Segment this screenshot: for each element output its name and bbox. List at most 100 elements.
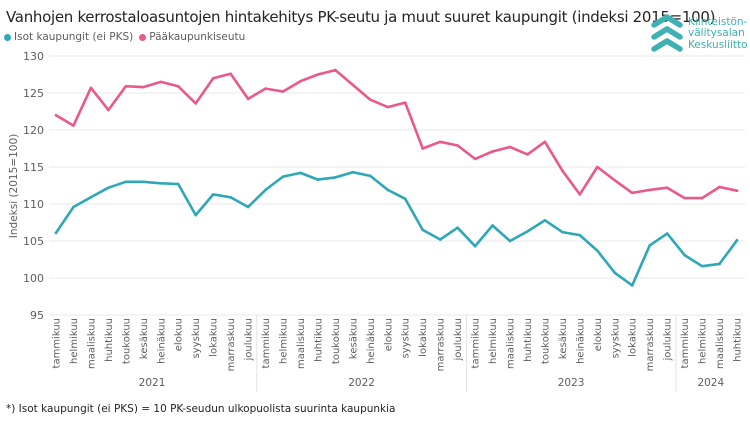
data-point [89,86,93,90]
data-point [578,193,582,196]
data-point [561,230,564,234]
data-point [456,144,459,147]
x-tick-label: helmikuu [279,318,290,364]
data-point [229,196,232,199]
data-point [89,196,93,199]
data-point [718,262,721,266]
data-point [194,102,197,105]
y-tick-label: 130 [23,50,44,63]
x-tick-label: huhtikuu [523,318,534,362]
legend: Isot kaupungit (ei PKS) Pääkaupunkiseutu [4,31,245,43]
data-point [561,169,564,172]
data-point [473,244,477,248]
x-tick-label: joulukuu [453,318,464,362]
x-tick-label: maaliskuu [506,318,517,369]
data-point [72,205,75,209]
data-point [316,178,320,181]
data-point [700,264,704,268]
x-year-label: 2022 [348,377,375,389]
logo-line: välitysalan [688,27,745,40]
legend-marker-icon [4,33,11,41]
data-point [107,108,110,112]
data-point [299,79,302,83]
x-year-label: 2024 [697,377,724,389]
x-tick-label: maaliskuu [296,318,307,369]
x-tick-label: heinäkuu [366,318,377,364]
x-tick-label: huhtikuu [104,318,115,362]
x-tick-label: tammikuu [471,318,482,368]
x-tick-label: toukokuu [121,318,132,364]
data-point [211,76,215,80]
data-point [526,153,529,156]
data-point [176,182,180,186]
x-tick-label: lokakuu [628,318,639,357]
x-tick-label: maaliskuu [715,318,726,369]
series-line-paakaupunkiseutu [54,68,739,200]
data-point [124,85,128,88]
legend-item-isot-kaupungit[interactable]: Isot kaupungit (ei PKS) [4,31,133,43]
x-tick-label: syyskuu [401,318,412,358]
x-tick-label: elokuu [174,318,185,351]
y-tick-label: 100 [23,272,44,285]
x-tick-label: huhtikuu [733,318,744,362]
data-point [54,113,58,117]
x-tick-label: helmikuu [698,318,709,364]
data-point [526,230,529,233]
y-axis-label: Indeksi (2015=100) [8,134,20,238]
y-tick-label: 105 [23,235,44,248]
legend-item-paakaupunkiseutu[interactable]: Pääkaupunkiseutu [139,31,245,43]
data-point [613,271,617,275]
data-point [438,140,442,144]
data-point [142,180,145,184]
series-line-isot-kaupungit [54,170,739,287]
x-tick-label: toukokuu [540,318,551,364]
data-point [543,140,547,144]
data-point [159,80,163,84]
data-point [316,73,320,76]
x-tick-label: kesäkuu [139,318,150,359]
series-lines [54,68,739,287]
data-point [596,249,599,252]
x-year-label: 2021 [139,377,166,389]
gridlines [49,55,745,316]
logo: Kiinteistön- välitysalan Keskusliitto [650,14,748,54]
data-point [229,72,232,76]
x-tick-label: toukokuu [331,318,342,364]
data-point [194,213,197,217]
data-point [683,196,686,200]
data-point [456,226,459,229]
data-point [351,170,355,174]
data-point [299,171,302,175]
data-point [264,87,267,90]
data-point [54,231,58,235]
data-point [334,68,337,72]
data-point [665,186,669,190]
data-point [281,90,285,93]
data-point [491,150,494,153]
data-point [735,189,739,192]
legend-marker-icon [139,33,147,41]
x-tick-label: syyskuu [191,318,202,358]
footnote: *) Isot kaupungit (ei PKS) = 10 PK-seudu… [6,403,396,415]
data-point [630,191,634,195]
data-point [124,180,128,184]
data-point [107,186,110,190]
data-point [648,244,651,247]
x-tick-label: elokuu [383,318,394,351]
data-point [735,238,739,242]
data-point [246,97,250,101]
logo-line: Kiinteistön- [688,15,748,28]
x-tick-label: syyskuu [610,318,621,358]
x-tick-label: lokakuu [418,318,429,357]
data-point [386,105,390,109]
x-tick-label: heinäkuu [156,318,167,364]
legend-label: Isot kaupungit (ei PKS) [14,31,134,43]
data-point [211,193,215,196]
data-point [403,101,407,104]
data-point [718,185,721,189]
legend-label: Pääkaupunkiseutu [149,31,246,43]
data-point [72,124,75,127]
x-tick-label: kesäkuu [558,318,569,359]
data-point [491,224,494,227]
data-point [176,85,180,88]
